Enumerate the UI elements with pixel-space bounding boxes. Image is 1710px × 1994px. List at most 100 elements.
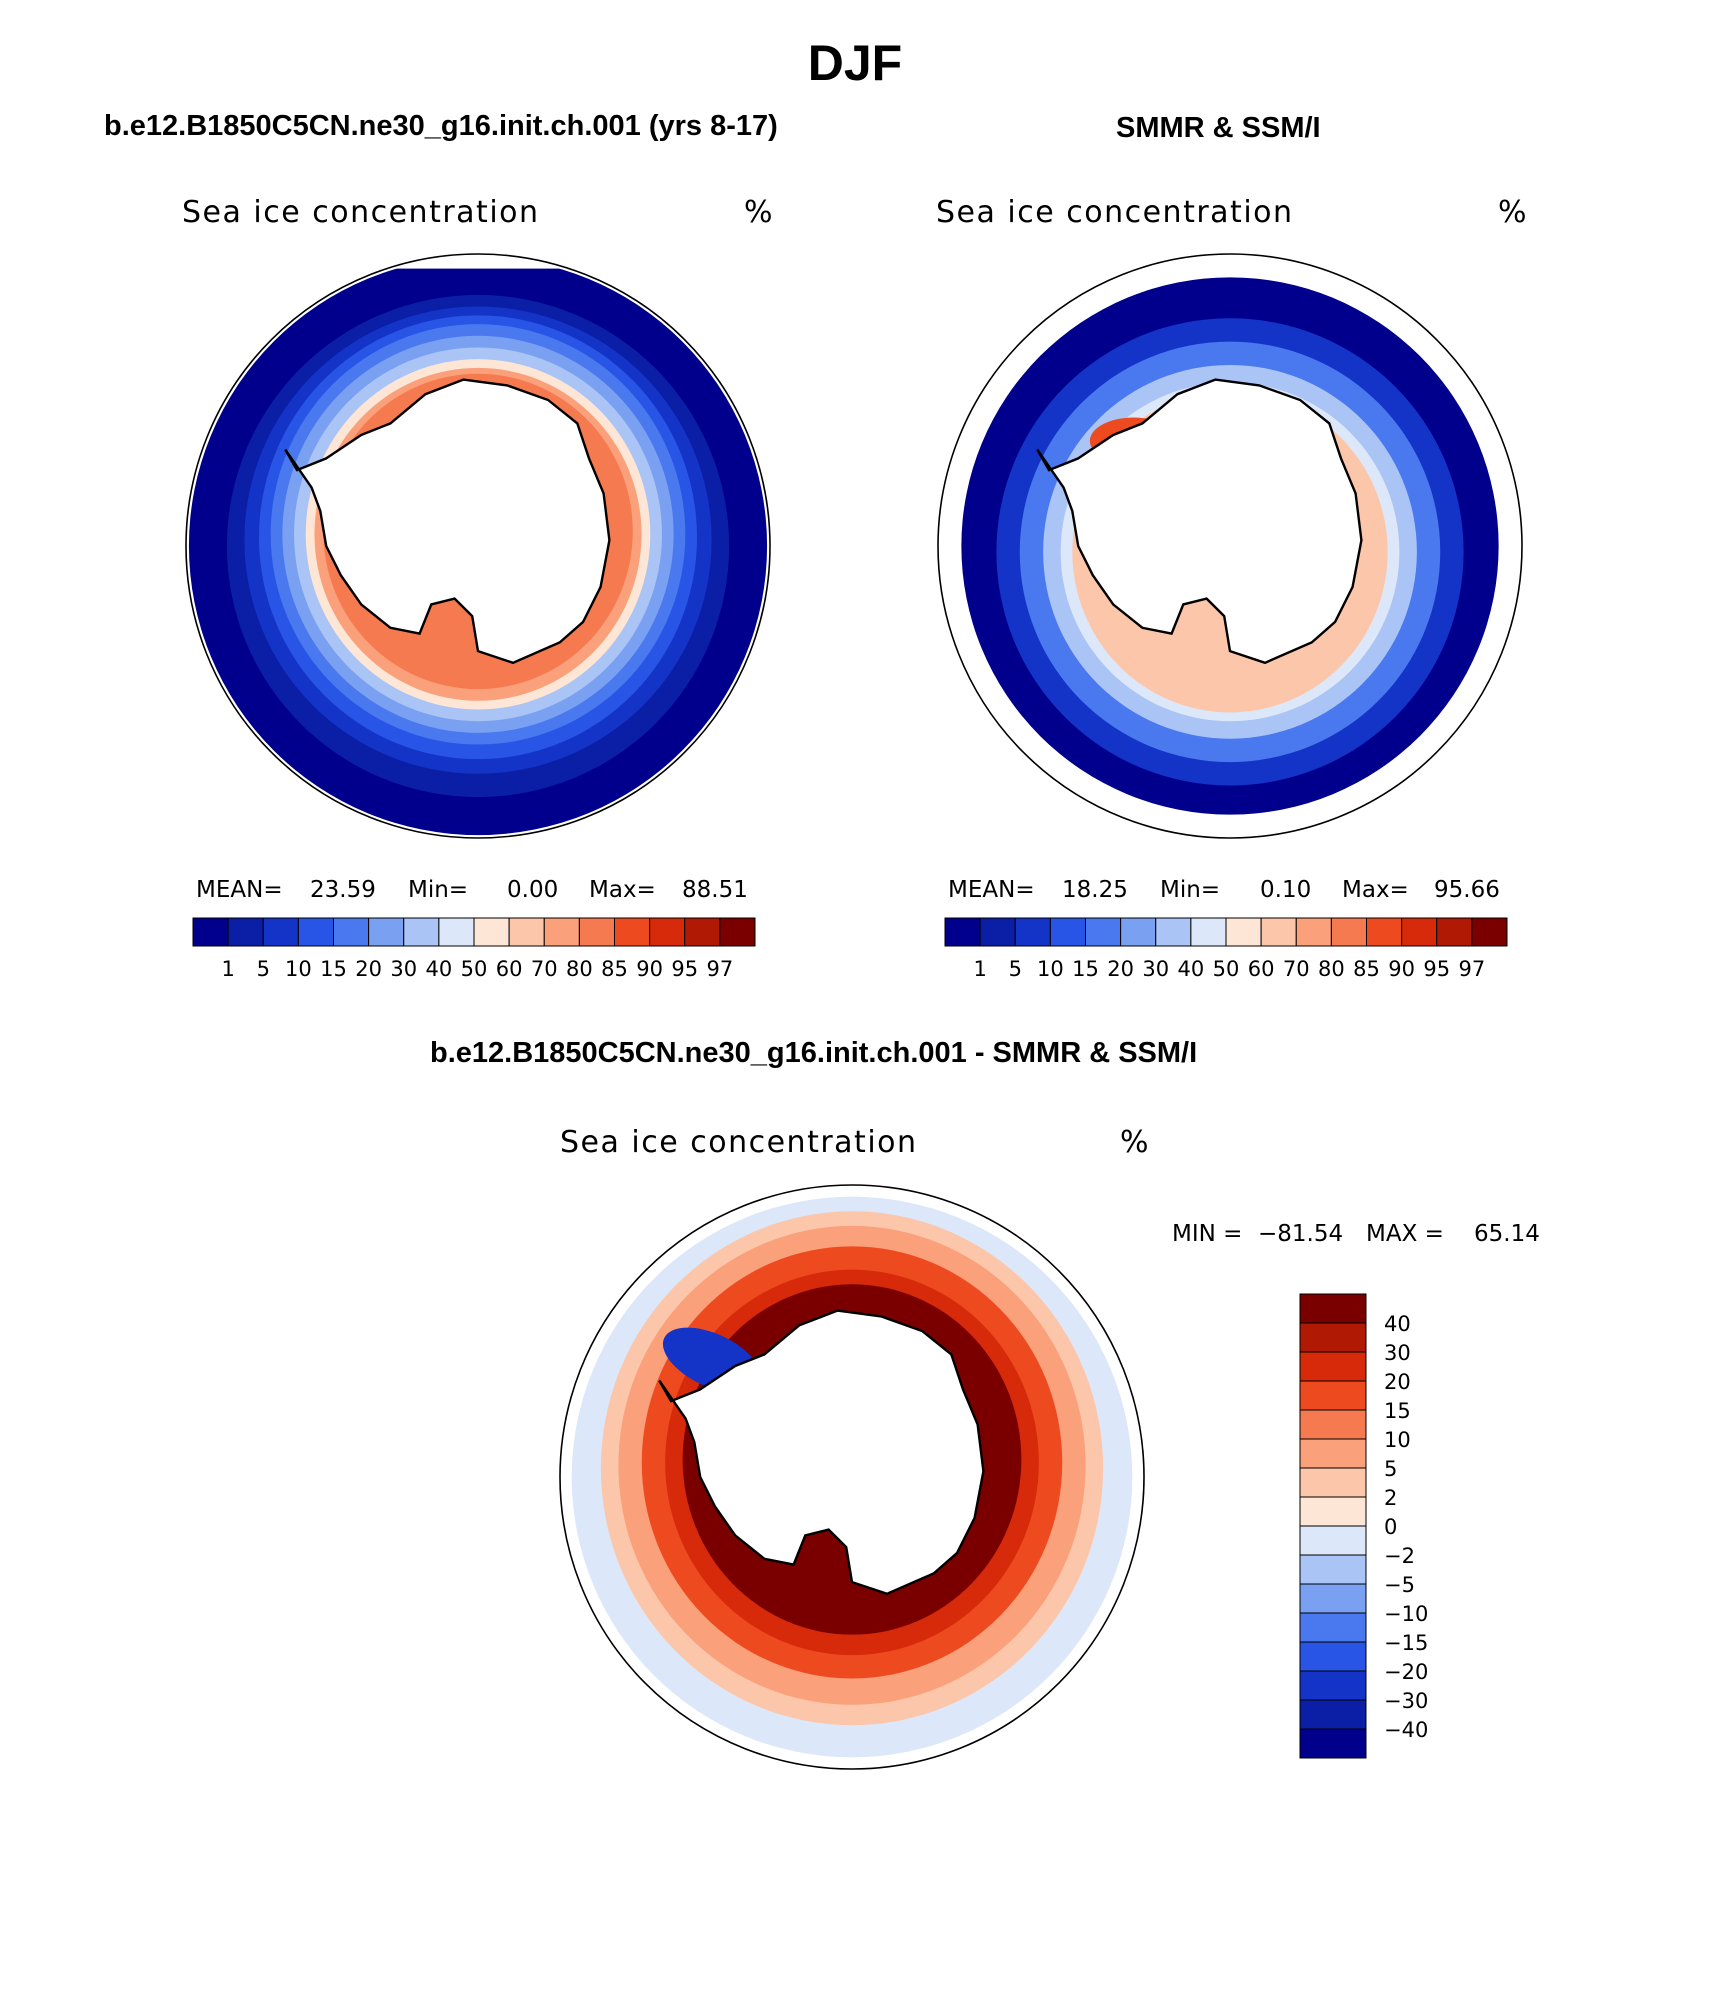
diff-colorbar-box xyxy=(1299,1438,1367,1469)
model-colorbar-box xyxy=(227,917,264,947)
obs-colorbar-box xyxy=(1366,917,1403,947)
model-colorbar-label: 90 xyxy=(636,957,663,981)
obs-contours xyxy=(938,254,1522,838)
model-colorbar-box xyxy=(192,917,229,947)
obs-mean-label: MEAN= xyxy=(948,877,1035,903)
model-colorbar-box xyxy=(578,917,615,947)
obs-colorbar-box xyxy=(1155,917,1192,947)
obs-max-label: Max= xyxy=(1342,877,1409,903)
model-map-boundary xyxy=(185,253,771,839)
diff-colorbar-label: 30 xyxy=(1384,1341,1411,1365)
model-panel-title: b.e12.B1850C5CN.ne30_g16.init.ch.001 (yr… xyxy=(104,110,778,142)
diff-colorbar-box xyxy=(1299,1728,1367,1759)
model-colorbar-label: 15 xyxy=(320,957,347,981)
obs-colorbar-label: 10 xyxy=(1037,957,1064,981)
diff-max-label: MAX = xyxy=(1366,1221,1444,1247)
model-antarctica xyxy=(284,378,611,665)
obs-antarctica xyxy=(1036,378,1363,665)
model-colorbar-label: 5 xyxy=(257,957,270,981)
obs-variable-label: Sea ice concentration xyxy=(936,195,1294,230)
obs-max-value: 95.66 xyxy=(1434,877,1500,903)
obs-colorbar-box xyxy=(1401,917,1438,947)
figure-title: DJF xyxy=(807,35,903,91)
obs-colorbar-box xyxy=(1330,917,1367,947)
diff-colorbar-box xyxy=(1299,1322,1367,1353)
diff-map-boundary xyxy=(559,1184,1145,1770)
model-colorbar-label: 30 xyxy=(390,957,417,981)
model-colorbar-box xyxy=(438,917,475,947)
model-colorbar-box xyxy=(297,917,334,947)
diff-colorbar-label: −15 xyxy=(1384,1631,1428,1655)
obs-colorbar-box xyxy=(1436,917,1473,947)
model-colorbar-box xyxy=(684,917,721,947)
obs-panel-title: SMMR & SSM/I xyxy=(1116,112,1321,144)
diff-colorbar-label: 0 xyxy=(1384,1515,1397,1539)
diff-max-value: 65.14 xyxy=(1474,1221,1540,1247)
obs-colorbar-box xyxy=(1014,917,1051,947)
model-variable-label: Sea ice concentration xyxy=(182,195,540,230)
model-colorbar-box xyxy=(333,917,370,947)
diff-colorbar-box xyxy=(1299,1380,1367,1411)
obs-colorbar-label: 85 xyxy=(1353,957,1380,981)
diff-variable-label: Sea ice concentration xyxy=(560,1125,918,1160)
model-max-value: 88.51 xyxy=(682,877,748,903)
diff-min-label: MIN = xyxy=(1172,1221,1243,1247)
diff-colorbar-box xyxy=(1299,1293,1367,1324)
model-colorbar-label: 1 xyxy=(221,957,234,981)
obs-colorbar-box xyxy=(1190,917,1227,947)
model-colorbar-label: 60 xyxy=(496,957,523,981)
model-max-label: Max= xyxy=(589,877,656,903)
diff-min-value: −81.54 xyxy=(1258,1221,1344,1247)
model-colorbar-box xyxy=(719,917,756,947)
model-min-value: 0.00 xyxy=(507,877,559,903)
model-units-label: % xyxy=(744,195,773,230)
diff-colorbar-label: −5 xyxy=(1384,1573,1415,1597)
obs-mean-value: 18.25 xyxy=(1062,877,1128,903)
obs-min-value: 0.10 xyxy=(1260,877,1312,903)
diff-colorbar-label: 20 xyxy=(1384,1370,1411,1394)
obs-map xyxy=(937,253,1523,839)
obs-colorbar-box xyxy=(1120,917,1157,947)
obs-colorbar-label: 60 xyxy=(1248,957,1275,981)
diff-colorbar-box xyxy=(1299,1467,1367,1498)
obs-colorbar-box xyxy=(944,917,981,947)
diff-contours xyxy=(560,1185,1144,1769)
model-colorbar-box xyxy=(508,917,545,947)
diff-units-label: % xyxy=(1120,1125,1149,1160)
model-min-label: Min= xyxy=(408,877,469,903)
model-colorbar-label: 50 xyxy=(461,957,488,981)
diff-colorbar-box xyxy=(1299,1641,1367,1672)
diff-colorbar-label: 15 xyxy=(1384,1399,1411,1423)
obs-colorbar-label: 30 xyxy=(1142,957,1169,981)
model-mean-label: MEAN= xyxy=(196,877,283,903)
obs-colorbar-label: 97 xyxy=(1459,957,1486,981)
diff-colorbar-box xyxy=(1299,1670,1367,1701)
model-map xyxy=(185,253,771,839)
model-mean-value: 23.59 xyxy=(310,877,376,903)
diff-colorbar-label: −2 xyxy=(1384,1544,1415,1568)
obs-colorbar-box xyxy=(1471,917,1508,947)
model-colorbar-label: 10 xyxy=(285,957,312,981)
obs-colorbar-label: 95 xyxy=(1423,957,1450,981)
diff-colorbar-box xyxy=(1299,1525,1367,1556)
model-colorbar-box xyxy=(473,917,510,947)
obs-colorbar-label: 1 xyxy=(973,957,986,981)
model-colorbar-box xyxy=(614,917,651,947)
model-colorbar-box xyxy=(262,917,299,947)
model-colorbar-box xyxy=(403,917,440,947)
obs-units-label: % xyxy=(1498,195,1527,230)
obs-colorbar-box xyxy=(1085,917,1122,947)
diff-colorbar-box xyxy=(1299,1583,1367,1614)
obs-colorbar-label: 90 xyxy=(1388,957,1415,981)
diff-panel-title: b.e12.B1850C5CN.ne30_g16.init.ch.001 - S… xyxy=(430,1037,1198,1069)
model-colorbar-label: 97 xyxy=(707,957,734,981)
obs-colorbar-box xyxy=(1225,917,1262,947)
model-colorbar-box xyxy=(543,917,580,947)
obs-colorbar-label: 20 xyxy=(1107,957,1134,981)
obs-colorbar-box xyxy=(979,917,1016,947)
obs-colorbar-label: 70 xyxy=(1283,957,1310,981)
diff-colorbar-box xyxy=(1299,1554,1367,1585)
model-colorbar-label: 95 xyxy=(671,957,698,981)
